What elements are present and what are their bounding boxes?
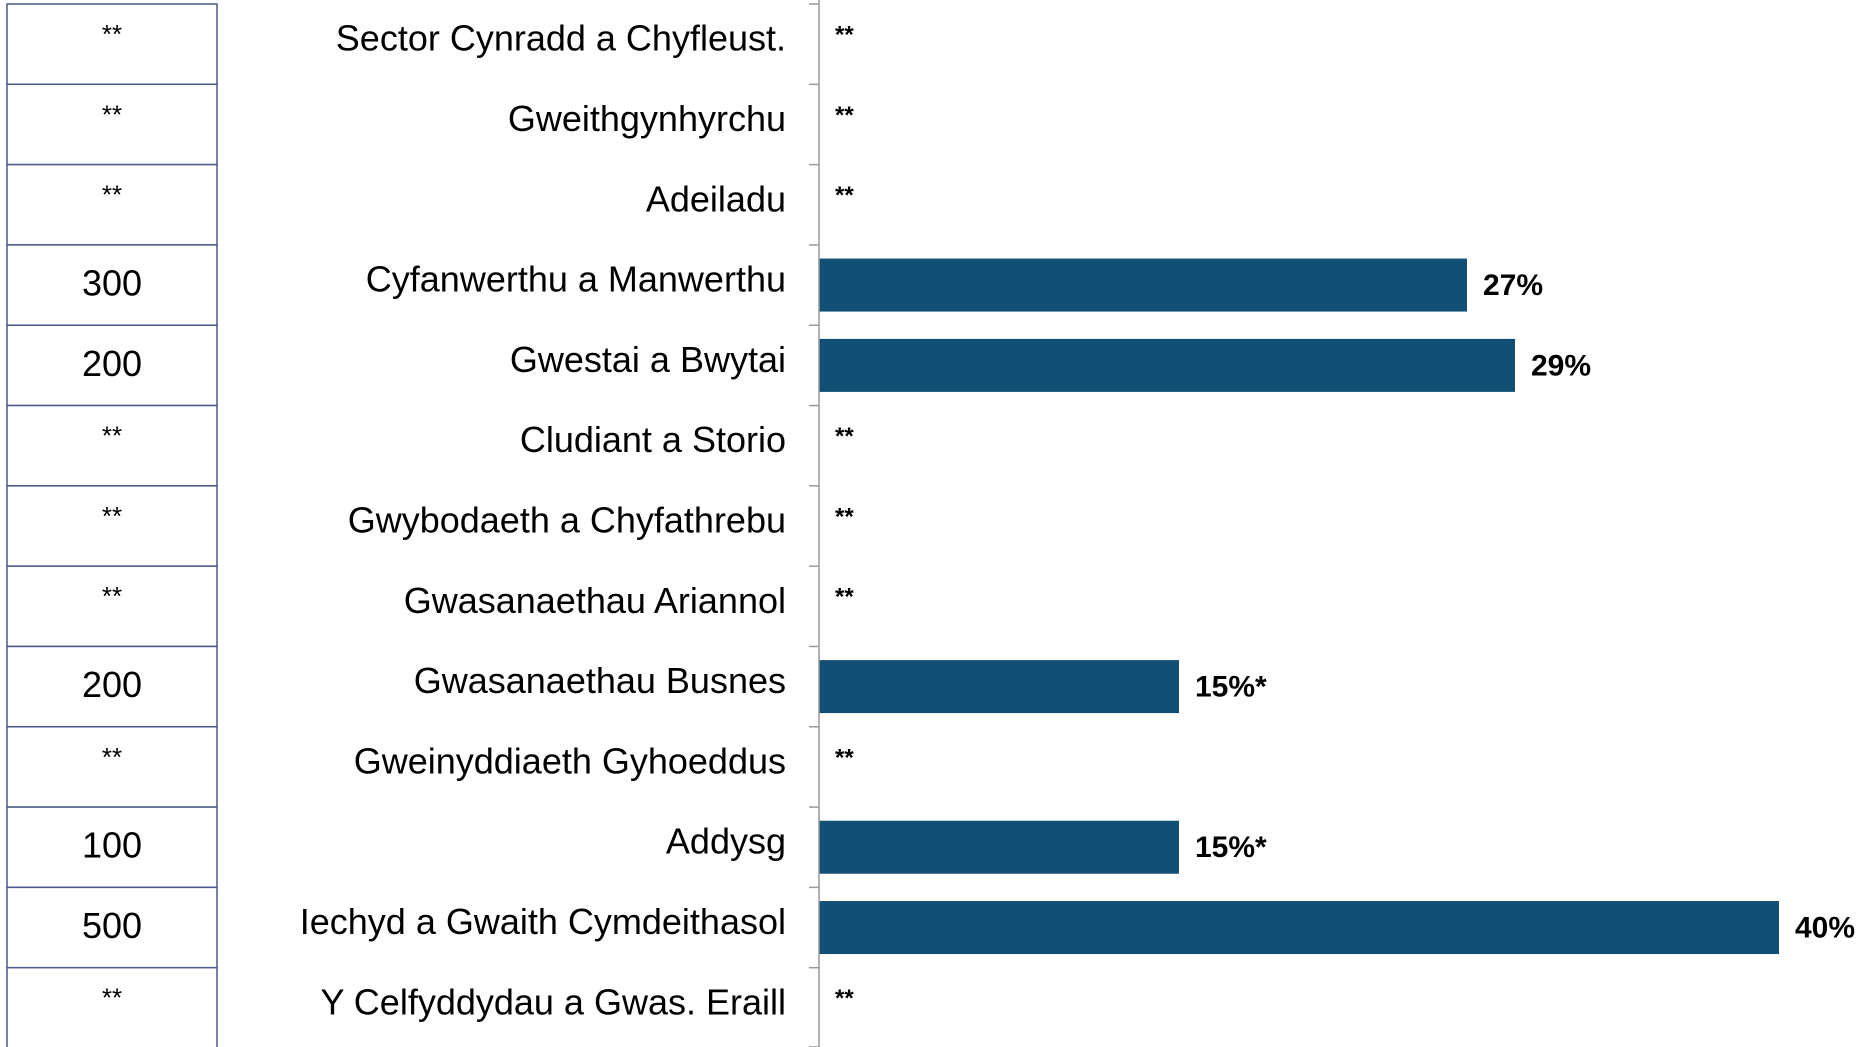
table-cell	[6, 886, 218, 969]
value-label: **	[835, 21, 854, 48]
category-label: Gwasanaethau Ariannol	[404, 580, 786, 621]
table-cell	[6, 726, 218, 808]
value-label: **	[835, 744, 854, 771]
value-label: **	[835, 182, 854, 209]
count: 100	[82, 825, 142, 866]
value-label: **	[835, 985, 854, 1012]
table-cell	[6, 83, 218, 166]
table-cell	[6, 3, 218, 86]
count: 200	[82, 664, 142, 705]
category-label: Sector Cynradd a Chyfleust.	[336, 18, 786, 59]
table-cell	[6, 163, 218, 246]
table-cell	[6, 966, 218, 1047]
value-label: 15%*	[1195, 671, 1267, 704]
category-label: Gwybodaeth a Chyfathrebu	[348, 500, 786, 541]
category-label: Gwestai a Bwytai	[510, 339, 786, 380]
bar	[819, 660, 1179, 714]
table-cell	[6, 324, 218, 407]
count: 500	[82, 905, 142, 946]
table-cell	[6, 485, 218, 567]
value-label: 40%	[1795, 911, 1855, 944]
bar	[819, 820, 1179, 874]
category-label: Addysg	[666, 821, 786, 862]
count: **	[102, 983, 122, 1013]
count: 300	[82, 263, 142, 304]
bar	[819, 338, 1515, 392]
table-cell	[6, 806, 218, 889]
category-label: Y Celfyddydau a Gwas. Eraill	[320, 981, 786, 1022]
count: **	[102, 99, 122, 129]
category-label: Gwasanaethau Busnes	[414, 660, 786, 701]
category-label: Gweinyddiaeth Gyhoeddus	[354, 740, 786, 781]
category-label: Iechyd a Gwaith Cymdeithasol	[300, 901, 786, 942]
count: **	[102, 421, 122, 451]
count: 200	[82, 343, 142, 384]
category-label: Adeiladu	[646, 178, 786, 219]
bar	[819, 258, 1467, 312]
category-label: Gweithgynhyrchu	[508, 98, 786, 139]
value-label: **	[835, 584, 854, 611]
count: **	[102, 180, 122, 210]
value-label: **	[835, 423, 854, 450]
value-label: 29%	[1531, 349, 1591, 382]
category-label: Cyfanwerthu a Manwerthu	[366, 259, 786, 300]
value-label: **	[835, 102, 854, 129]
table-cell	[6, 565, 218, 648]
value-label: **	[835, 503, 854, 530]
count: **	[102, 581, 122, 611]
count: **	[102, 742, 122, 772]
count: **	[102, 19, 122, 49]
category-label: Cludiant a Storio	[520, 419, 786, 460]
value-label: 15%*	[1195, 831, 1267, 864]
bar	[819, 901, 1779, 955]
value-label: 27%	[1483, 269, 1543, 302]
count: **	[102, 501, 122, 531]
table-cell	[6, 404, 218, 487]
